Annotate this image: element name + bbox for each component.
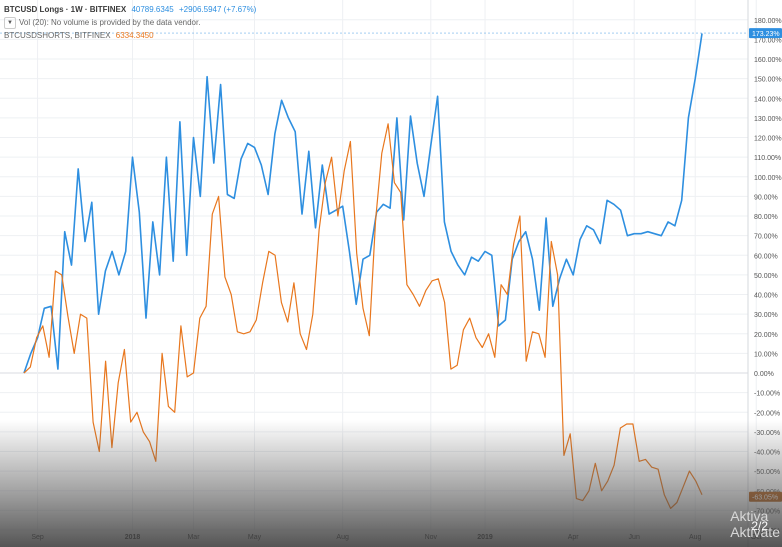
y-tick-label: -50.00% [754,469,780,476]
badge-longs: 173.23% [752,31,780,38]
legend-symbol: BTCUSD Longs · 1W · BITFINEX [4,5,127,14]
x-tick-label: May [248,534,262,541]
y-tick-label: 130.00% [754,116,782,123]
x-axis[interactable]: Sep2018MarMayAugNov2019AprJunAugOct2020 [31,534,782,541]
legend-main-series[interactable]: BTCUSD Longs · 1W · BITFINEX 40789.6345 … [4,3,259,16]
x-tick-label: Nov [425,534,438,541]
x-tick-label: Aug [336,534,349,541]
x-tick-label: Sep [31,534,44,541]
legend-compare-series[interactable]: BTCUSDSHORTS, BITFINEX 6334.3450 [4,29,259,42]
x-tick-label: Jun [629,534,640,541]
y-tick-label: 0.00% [754,371,774,378]
series-line-longs [23,33,703,374]
grid-lines [0,0,757,531]
y-tick-label: 10.00% [754,351,778,358]
chevron-down-icon[interactable]: ▼ [4,16,16,29]
y-tick-label: -20.00% [754,410,780,417]
y-tick-label: 90.00% [754,194,778,201]
y-axis[interactable]: 180.00% 170.00% 160.00% 150.00% 140.00% 130.0… [747,0,782,547]
legend-last-value: 40789.6345 [131,5,174,14]
x-tick-label: 2019 [477,534,493,541]
y-tick-label: 80.00% [754,214,778,221]
x-tick-label: Mar [187,534,200,541]
y-tick-label: 150.00% [754,77,782,84]
series-line-shorts [23,123,703,509]
badge-longs-bg [749,28,782,39]
y-tick-label: 160.00% [754,57,782,64]
y-tick-label: 140.00% [754,96,782,103]
y-tick-label: 180.00% [754,18,782,25]
legend-compare-last: 6334.3450 [115,31,154,40]
x-tick-label: 2018 [125,534,141,541]
page-indicator: 2/2 [751,519,768,533]
y-tick-label: 120.00% [754,136,782,143]
legend-volume-text: Vol (20): No volume is provided by the d… [19,18,201,27]
chart-legend: BTCUSD Longs · 1W · BITFINEX 40789.6345 … [4,3,259,42]
y-tick-label: 170.00% [754,37,782,44]
badge-shorts: -63.05% [752,495,778,502]
legend-change: +2906.5947 (+7.67%) [178,5,257,14]
y-tick-label: 40.00% [754,293,778,300]
legend-compare-symbol: BTCUSDSHORTS, BITFINEX [4,31,111,40]
y-tick-label: -10.00% [754,391,780,398]
series-lines [0,32,748,509]
y-tick-label: -40.00% [754,450,780,457]
x-tick-label: Apr [568,534,580,541]
y-tick-label: -30.00% [754,430,780,437]
y-tick-label: 50.00% [754,273,778,280]
y-tick-label: 60.00% [754,253,778,260]
y-tick-label: 30.00% [754,312,778,319]
y-tick-label: 100.00% [754,175,782,182]
y-tick-label: 110.00% [754,155,781,162]
y-tick-label: 70.00% [754,234,778,241]
legend-volume-study[interactable]: ▼ Vol (20): No volume is provided by the … [4,16,259,29]
y-tick-label: 20.00% [754,332,778,339]
x-tick-label: Aug [689,534,702,541]
